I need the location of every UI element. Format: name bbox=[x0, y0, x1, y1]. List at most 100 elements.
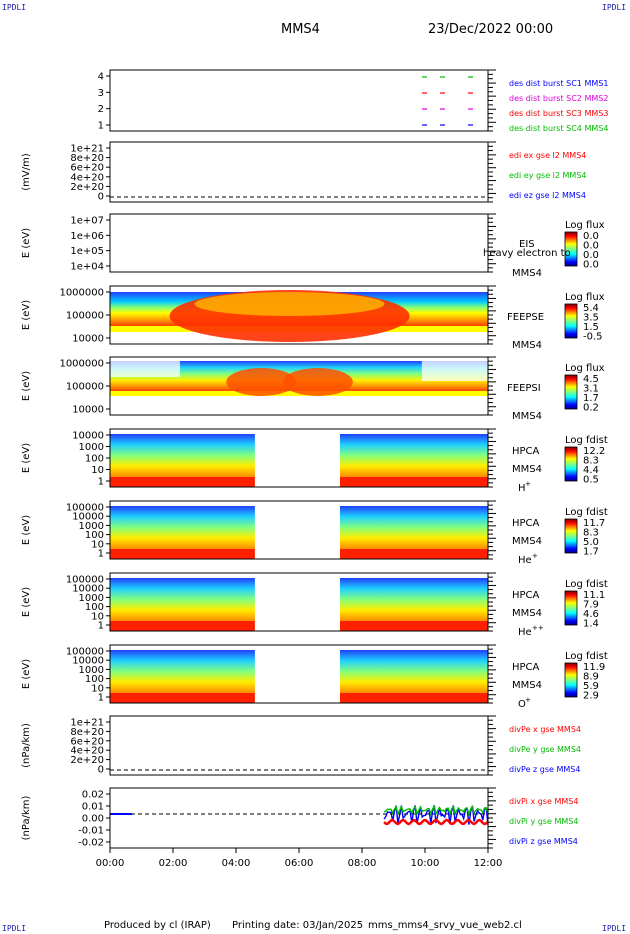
y-tick-label: 10 bbox=[91, 539, 104, 550]
spacecraft-label: MMS4 bbox=[512, 680, 542, 691]
y-tick-label: 1 bbox=[98, 693, 104, 704]
colorbar-tick: 1.7 bbox=[583, 547, 599, 558]
y-tick-label: 10 bbox=[91, 611, 104, 622]
y-tick-label: 1000 bbox=[79, 593, 104, 604]
species-label: O bbox=[518, 699, 526, 710]
x-tick-label: 00:00 bbox=[96, 858, 125, 869]
y-tick-label: 1000 bbox=[79, 665, 104, 676]
colorbar-title: Log fdist bbox=[565, 435, 608, 446]
legend-item: divPi x gse MMS4 bbox=[509, 797, 578, 806]
colorbar-tick: 2.9 bbox=[583, 691, 599, 702]
colorbar-tick: 8.9 bbox=[583, 672, 599, 683]
legend-item: divPi z gse MMS4 bbox=[509, 837, 578, 846]
y-axis-label: E (eV) bbox=[21, 371, 32, 401]
panel-divpe: divPe x gse MMS4 divPe y gse MMS4 divPe z … bbox=[21, 715, 581, 776]
y-tick-label: 10 bbox=[91, 465, 104, 476]
spectrogram-blob bbox=[226, 368, 297, 396]
y-tick-label: 8e+20 bbox=[70, 153, 104, 164]
y-tick-label: 100000 bbox=[66, 503, 104, 514]
y-tick-label: 4e+20 bbox=[70, 172, 104, 183]
spacecraft-label: MMS4 bbox=[512, 411, 542, 422]
colorbar-title: Log fdist bbox=[565, 507, 608, 518]
x-axis: 00:00 02:00 04:00 06:00 08:00 10:00 12:00 bbox=[96, 848, 502, 869]
y-tick-label: 1e+07 bbox=[70, 216, 104, 227]
y-tick-label: 1e+04 bbox=[70, 262, 104, 273]
colorbar-gradient bbox=[564, 374, 578, 410]
panel-frame bbox=[109, 715, 489, 776]
y-axis-label: E (eV) bbox=[21, 300, 32, 330]
y-tick-label: 10000 bbox=[72, 431, 104, 442]
legend-item: des dist burst SC1 MMS1 bbox=[509, 79, 608, 88]
legend-item: des dist burst SC4 MMS4 bbox=[509, 124, 608, 133]
spacecraft-label: MMS4 bbox=[512, 268, 542, 279]
instrument-label: HPCA bbox=[512, 518, 540, 529]
panel-burst: des dist burst SC1 MMS1 des dist burst SC… bbox=[98, 69, 608, 133]
y-tick-label: 4 bbox=[98, 72, 104, 83]
instrument-label: HPCA bbox=[512, 446, 540, 457]
x-tick-label: 06:00 bbox=[285, 858, 314, 869]
spectrogram-blob bbox=[282, 368, 353, 396]
species-label: H bbox=[518, 483, 526, 494]
colorbar-tick: -0.5 bbox=[583, 332, 603, 343]
corner-label-top-right: IPDLI bbox=[602, 3, 627, 12]
panel-frame bbox=[109, 213, 489, 273]
y-tick-label: 1e+05 bbox=[70, 246, 104, 257]
y-axis-label: E (eV) bbox=[21, 515, 32, 545]
spectrogram-blob bbox=[194, 292, 385, 316]
species-charge: ++ bbox=[532, 624, 544, 632]
y-tick-label: 1 bbox=[98, 121, 104, 132]
y-tick-label: 0.02 bbox=[82, 790, 104, 801]
y-tick-label: 3 bbox=[98, 88, 104, 99]
footer-printing-date: Printing date: 03/Jan/2025 bbox=[232, 920, 364, 931]
legend-item: divPe y gse MMS4 bbox=[509, 745, 581, 754]
data-gap bbox=[254, 573, 340, 631]
species-charge: + bbox=[532, 552, 538, 560]
y-tick-label: 6e+20 bbox=[70, 736, 104, 747]
y-tick-label: 100 bbox=[85, 530, 104, 541]
colorbar-gradient bbox=[564, 662, 578, 698]
y-tick-label: 10000 bbox=[72, 584, 104, 595]
legend-item: des dist burst SC2 MMS2 bbox=[509, 94, 608, 103]
colorbar-tick: 11.9 bbox=[583, 662, 605, 673]
y-tick-label: 0 bbox=[98, 192, 104, 203]
legend-item: divPe x gse MMS4 bbox=[509, 725, 581, 734]
spacecraft-title: MMS4 bbox=[281, 22, 320, 37]
x-tick-label: 04:00 bbox=[222, 858, 251, 869]
y-axis-label: E (eV) bbox=[21, 659, 32, 689]
colorbar-title: Log flux bbox=[565, 292, 605, 303]
y-tick-label: 100000 bbox=[66, 575, 104, 586]
instrument-label: HPCA bbox=[512, 590, 540, 601]
spacecraft-label: MMS4 bbox=[512, 536, 542, 547]
colorbar-tick: 0.2 bbox=[583, 403, 599, 414]
y-tick-label: 10000 bbox=[72, 512, 104, 523]
instrument-label: FEEPSE bbox=[507, 312, 544, 323]
colorbar-tick: 5.0 bbox=[583, 537, 599, 548]
corner-label-bottom-left: IPDLI bbox=[2, 924, 27, 933]
panel-frame bbox=[109, 141, 489, 203]
legend-item: edi ez gse l2 MMS4 bbox=[509, 191, 586, 200]
colorbar-gradient bbox=[564, 518, 578, 554]
footer-produced: Produced by cl (IRAP) bbox=[104, 920, 211, 931]
spectrogram-gap bbox=[110, 361, 180, 377]
y-tick-label: 1000000 bbox=[59, 288, 104, 299]
x-tick-label: 02:00 bbox=[159, 858, 188, 869]
y-axis-label: E (eV) bbox=[21, 587, 32, 617]
y-tick-label: 100 bbox=[85, 454, 104, 465]
y-tick-label: -0.02 bbox=[78, 838, 104, 849]
y-tick-label: 100000 bbox=[66, 382, 104, 393]
colorbar-tick: 12.2 bbox=[583, 446, 605, 457]
colorbar-tick: 4.6 bbox=[583, 609, 599, 620]
data-gap bbox=[254, 429, 340, 487]
panel-frame bbox=[109, 69, 489, 132]
y-tick-label: 0.00 bbox=[82, 814, 104, 825]
colorbar-title: Log fdist bbox=[565, 579, 608, 590]
y-axis-label: (nPa/km) bbox=[21, 796, 32, 841]
y-tick-label: 1000000 bbox=[59, 359, 104, 370]
y-tick-label: 2e+20 bbox=[70, 755, 104, 766]
